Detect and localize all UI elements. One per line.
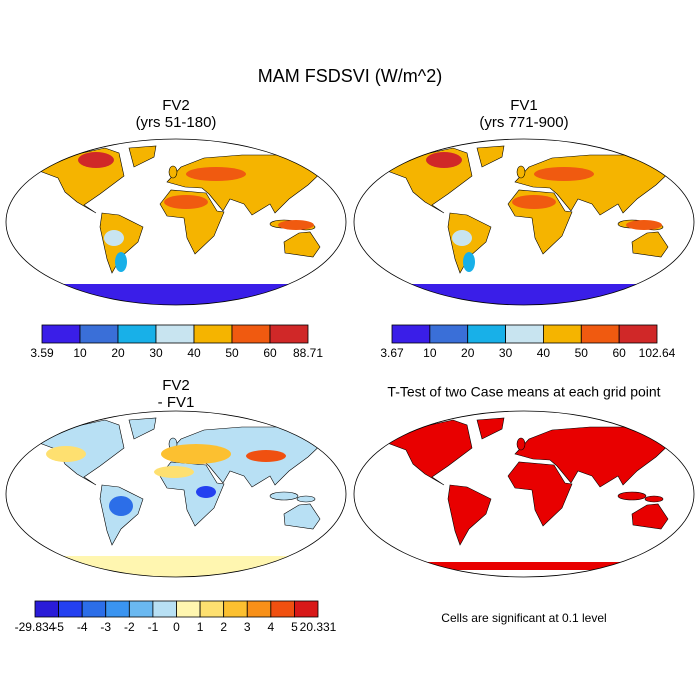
colorbar-swatch [467, 324, 506, 344]
colorbar-label: -3 [100, 620, 111, 634]
colorbar-swatch [505, 324, 544, 344]
colorbar-swatch [199, 600, 225, 618]
panel-title: FV2 [162, 97, 190, 114]
colorbar-label: 30 [499, 346, 513, 360]
colorbar-label: 0 [173, 620, 180, 634]
colorbar-label: 3.59 [30, 346, 54, 360]
colorbar-swatch [81, 600, 107, 618]
note: Cells are significant at 0.1 level [441, 611, 606, 625]
colorbar-label: 20 [461, 346, 475, 360]
colorbar-swatch [246, 600, 272, 618]
colorbar-label: -1 [148, 620, 159, 634]
map [5, 138, 347, 306]
colorbar-swatch [269, 324, 309, 344]
colorbar-swatch [34, 600, 59, 618]
map [353, 138, 695, 306]
colorbar-label: 50 [575, 346, 589, 360]
colorbar-swatch [193, 324, 233, 344]
map [353, 410, 695, 578]
colorbar-swatch [231, 324, 271, 344]
colorbar-swatch [294, 600, 319, 618]
colorbar-label: -5 [53, 620, 64, 634]
colorbar-swatch [105, 600, 130, 618]
figure-title: MAM FSDSVI (W/m^2) [258, 66, 442, 86]
panel-title: FV2 [162, 377, 190, 394]
colorbar-label: 20.331 [300, 620, 337, 634]
colorbar-swatch [270, 600, 295, 618]
colorbar-swatch [618, 324, 658, 344]
panel-title: - FV1 [158, 394, 195, 411]
colorbar-label: 40 [537, 346, 551, 360]
colorbar-swatch [79, 324, 119, 344]
colorbar-label: 88.71 [293, 346, 323, 360]
colorbar-label: 4 [267, 620, 274, 634]
colorbar-swatch [58, 600, 83, 618]
colorbar-label: 30 [149, 346, 163, 360]
colorbar-swatch [580, 324, 620, 344]
colorbar-label: -2 [124, 620, 135, 634]
colorbar-swatch [128, 600, 154, 618]
colorbar-swatch [391, 324, 431, 344]
colorbar-label: 102.64 [639, 346, 676, 360]
colorbar-label: 60 [263, 346, 277, 360]
colorbar-label: 3.67 [380, 346, 404, 360]
colorbar-swatch [41, 324, 81, 344]
colorbar-label: 3 [244, 620, 251, 634]
colorbar-label: 60 [612, 346, 626, 360]
map [5, 410, 347, 578]
colorbar-label: 10 [423, 346, 437, 360]
colorbar-swatch [223, 600, 248, 618]
panel-title: T-Test of two Case means at each grid po… [387, 384, 660, 400]
colorbar-label: -29.834 [15, 620, 56, 634]
colorbar-label: 2 [220, 620, 227, 634]
colorbar-swatch [176, 600, 201, 618]
colorbar-swatch [152, 600, 177, 618]
colorbar-swatch [429, 324, 469, 344]
colorbar-label: 1 [197, 620, 204, 634]
colorbar-label: 40 [187, 346, 201, 360]
panel-title: (yrs 771-900) [479, 114, 568, 131]
colorbar-label: 20 [111, 346, 125, 360]
colorbar-swatch [155, 324, 195, 344]
panel-title: FV1 [510, 97, 538, 114]
colorbar-label: 10 [73, 346, 87, 360]
colorbar-label: 5 [291, 620, 298, 634]
colorbar-label: -4 [77, 620, 88, 634]
colorbar-swatch [543, 324, 582, 344]
colorbar-swatch [117, 324, 157, 344]
colorbar-label: 50 [225, 346, 239, 360]
panel-title: (yrs 51-180) [136, 114, 217, 131]
